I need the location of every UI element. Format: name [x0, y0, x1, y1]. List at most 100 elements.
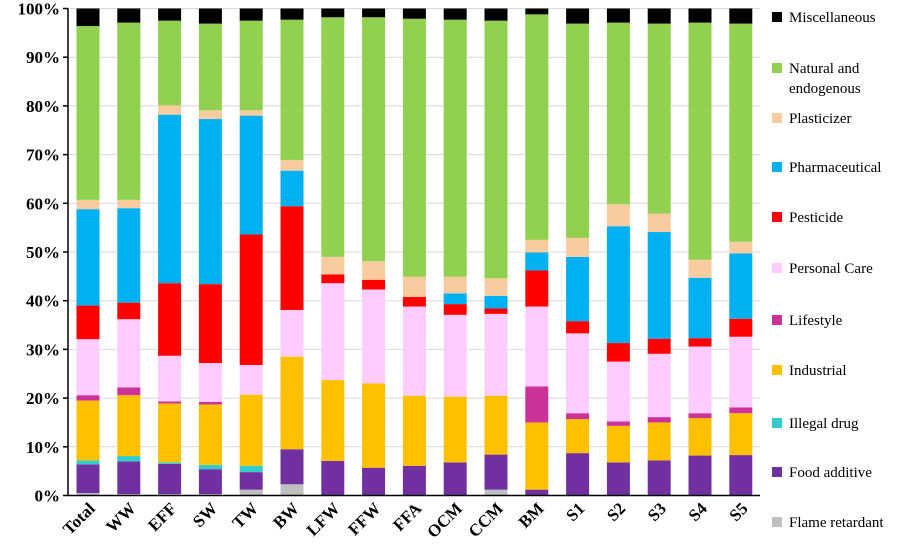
- bar-segment-pharmaceutical: [688, 277, 712, 339]
- bar-segment-pesticide: [76, 305, 100, 340]
- bar-segment-pesticide: [525, 270, 549, 307]
- x-tick-label: Total: [59, 499, 99, 539]
- bar-segment-pesticide: [647, 338, 671, 354]
- bar-segment-pharmaceutical: [566, 256, 590, 322]
- legend-swatch: [772, 212, 782, 222]
- bar-segment-food-additive: [402, 465, 426, 496]
- bar-segment-personal-care: [688, 346, 712, 414]
- bar-segment-lifestyle: [566, 413, 590, 420]
- x-tick-label: S4: [685, 499, 711, 525]
- legend-label: Industrial: [789, 363, 847, 379]
- bar-segment-pesticide: [688, 338, 712, 347]
- bar-segment-industrial: [321, 380, 345, 461]
- bar-segment-food-additive: [76, 464, 100, 494]
- bar-segment-personal-care: [525, 306, 549, 387]
- y-tick-label: 10%: [26, 438, 60, 457]
- bar-segment-food-additive: [525, 489, 549, 496]
- bar-segment-industrial: [402, 395, 426, 466]
- legend-swatch: [772, 63, 782, 73]
- y-tick-label: 0%: [35, 487, 61, 506]
- x-tick-label: TW: [229, 499, 262, 532]
- bar-segment-natural-and-endogenous: [443, 19, 467, 277]
- bar-segment-miscellaneous: [729, 8, 753, 24]
- bar-segment-miscellaneous: [280, 8, 304, 20]
- bar-segment-flame-retardant: [280, 484, 304, 496]
- bar-segment-flame-retardant: [76, 493, 100, 496]
- bar-segment-pharmaceutical: [443, 293, 467, 305]
- bar-segment-natural-and-endogenous: [729, 23, 753, 242]
- bar-segment-plasticizer: [280, 159, 304, 171]
- bar-segment-personal-care: [76, 339, 100, 396]
- bar-segment-lifestyle: [606, 421, 630, 426]
- bar-segment-personal-care: [484, 313, 508, 396]
- bar-segment-pesticide: [198, 284, 222, 364]
- legend-label: Natural and: [789, 61, 860, 77]
- bar-segment-natural-and-endogenous: [402, 18, 426, 277]
- y-tick-label: 30%: [26, 340, 60, 359]
- bar-segment-personal-care: [729, 336, 753, 408]
- legend-swatch: [772, 263, 782, 273]
- x-tick-label: SW: [189, 499, 221, 531]
- bar-segment-plasticizer: [402, 276, 426, 297]
- bar-segment-pharmaceutical: [647, 232, 671, 339]
- bar-segment-plasticizer: [647, 213, 671, 233]
- bar-segment-miscellaneous: [688, 8, 712, 23]
- bar-segment-food-additive: [117, 461, 141, 495]
- bar-segment-plasticizer: [321, 256, 345, 275]
- bar-segment-personal-care: [321, 283, 345, 381]
- bar-segment-food-additive: [729, 455, 753, 496]
- x-tick-label: FFA: [389, 498, 425, 534]
- bar-segment-illegal-drug: [198, 464, 222, 470]
- x-tick-label: EFF: [144, 499, 180, 535]
- bar-segment-pesticide: [321, 274, 345, 284]
- legend-label: endogenous: [789, 81, 861, 97]
- bar-segment-natural-and-endogenous: [362, 17, 386, 262]
- x-tick-label: LFW: [303, 499, 344, 540]
- bar-segment-plasticizer: [566, 237, 590, 257]
- bar-segment-lifestyle: [117, 387, 141, 396]
- bar-segment-miscellaneous: [402, 8, 426, 19]
- bar-segment-industrial: [525, 422, 549, 490]
- legend-label: Pharmaceutical: [789, 160, 881, 176]
- bar-segment-illegal-drug: [117, 456, 141, 462]
- bar-segment-natural-and-endogenous: [239, 20, 263, 111]
- bar-segment-miscellaneous: [362, 8, 386, 18]
- y-tick-label: 100%: [18, 0, 61, 19]
- bar-segment-personal-care: [117, 319, 141, 388]
- legend-swatch: [772, 418, 782, 428]
- bar-segment-industrial: [443, 396, 467, 463]
- bar-segment-personal-care: [198, 363, 222, 402]
- bar-segment-food-additive: [362, 467, 386, 496]
- bar-segment-personal-care: [402, 306, 426, 396]
- bar-segment-plasticizer: [443, 276, 467, 294]
- bar-segment-pharmaceutical: [280, 170, 304, 207]
- legend-label: Lifestyle: [789, 313, 843, 329]
- x-tick-label: WW: [102, 499, 139, 536]
- bar-segment-pharmaceutical: [484, 295, 508, 309]
- bar-segment-food-additive: [606, 462, 630, 496]
- bar-segment-pesticide: [443, 304, 467, 315]
- bar-segment-industrial: [362, 383, 386, 468]
- bar-segment-natural-and-endogenous: [117, 22, 141, 200]
- y-tick-label: 60%: [26, 194, 60, 213]
- bar-segment-natural-and-endogenous: [525, 14, 549, 240]
- legend-swatch: [772, 467, 782, 477]
- bar-segment-food-additive: [484, 454, 508, 490]
- bar-segment-personal-care: [362, 289, 386, 384]
- bar-segment-natural-and-endogenous: [280, 19, 304, 160]
- bar-segment-pesticide: [566, 321, 590, 334]
- bar-segment-personal-care: [239, 364, 263, 395]
- bar-segment-lifestyle: [158, 401, 182, 404]
- bar-segment-miscellaneous: [566, 8, 590, 24]
- legend-label: Miscellaneous: [789, 10, 876, 26]
- bar-segment-pesticide: [117, 302, 141, 320]
- bar-segment-food-additive: [198, 469, 222, 495]
- legend-label: Personal Care: [789, 261, 873, 277]
- bar-segment-personal-care: [606, 361, 630, 422]
- bar-segment-plasticizer: [117, 199, 141, 209]
- bar-segment-natural-and-endogenous: [158, 20, 182, 106]
- bar-segment-industrial: [76, 400, 100, 461]
- bar-segment-lifestyle: [647, 417, 671, 423]
- y-tick-label: 50%: [26, 243, 60, 262]
- bar-segment-personal-care: [280, 309, 304, 357]
